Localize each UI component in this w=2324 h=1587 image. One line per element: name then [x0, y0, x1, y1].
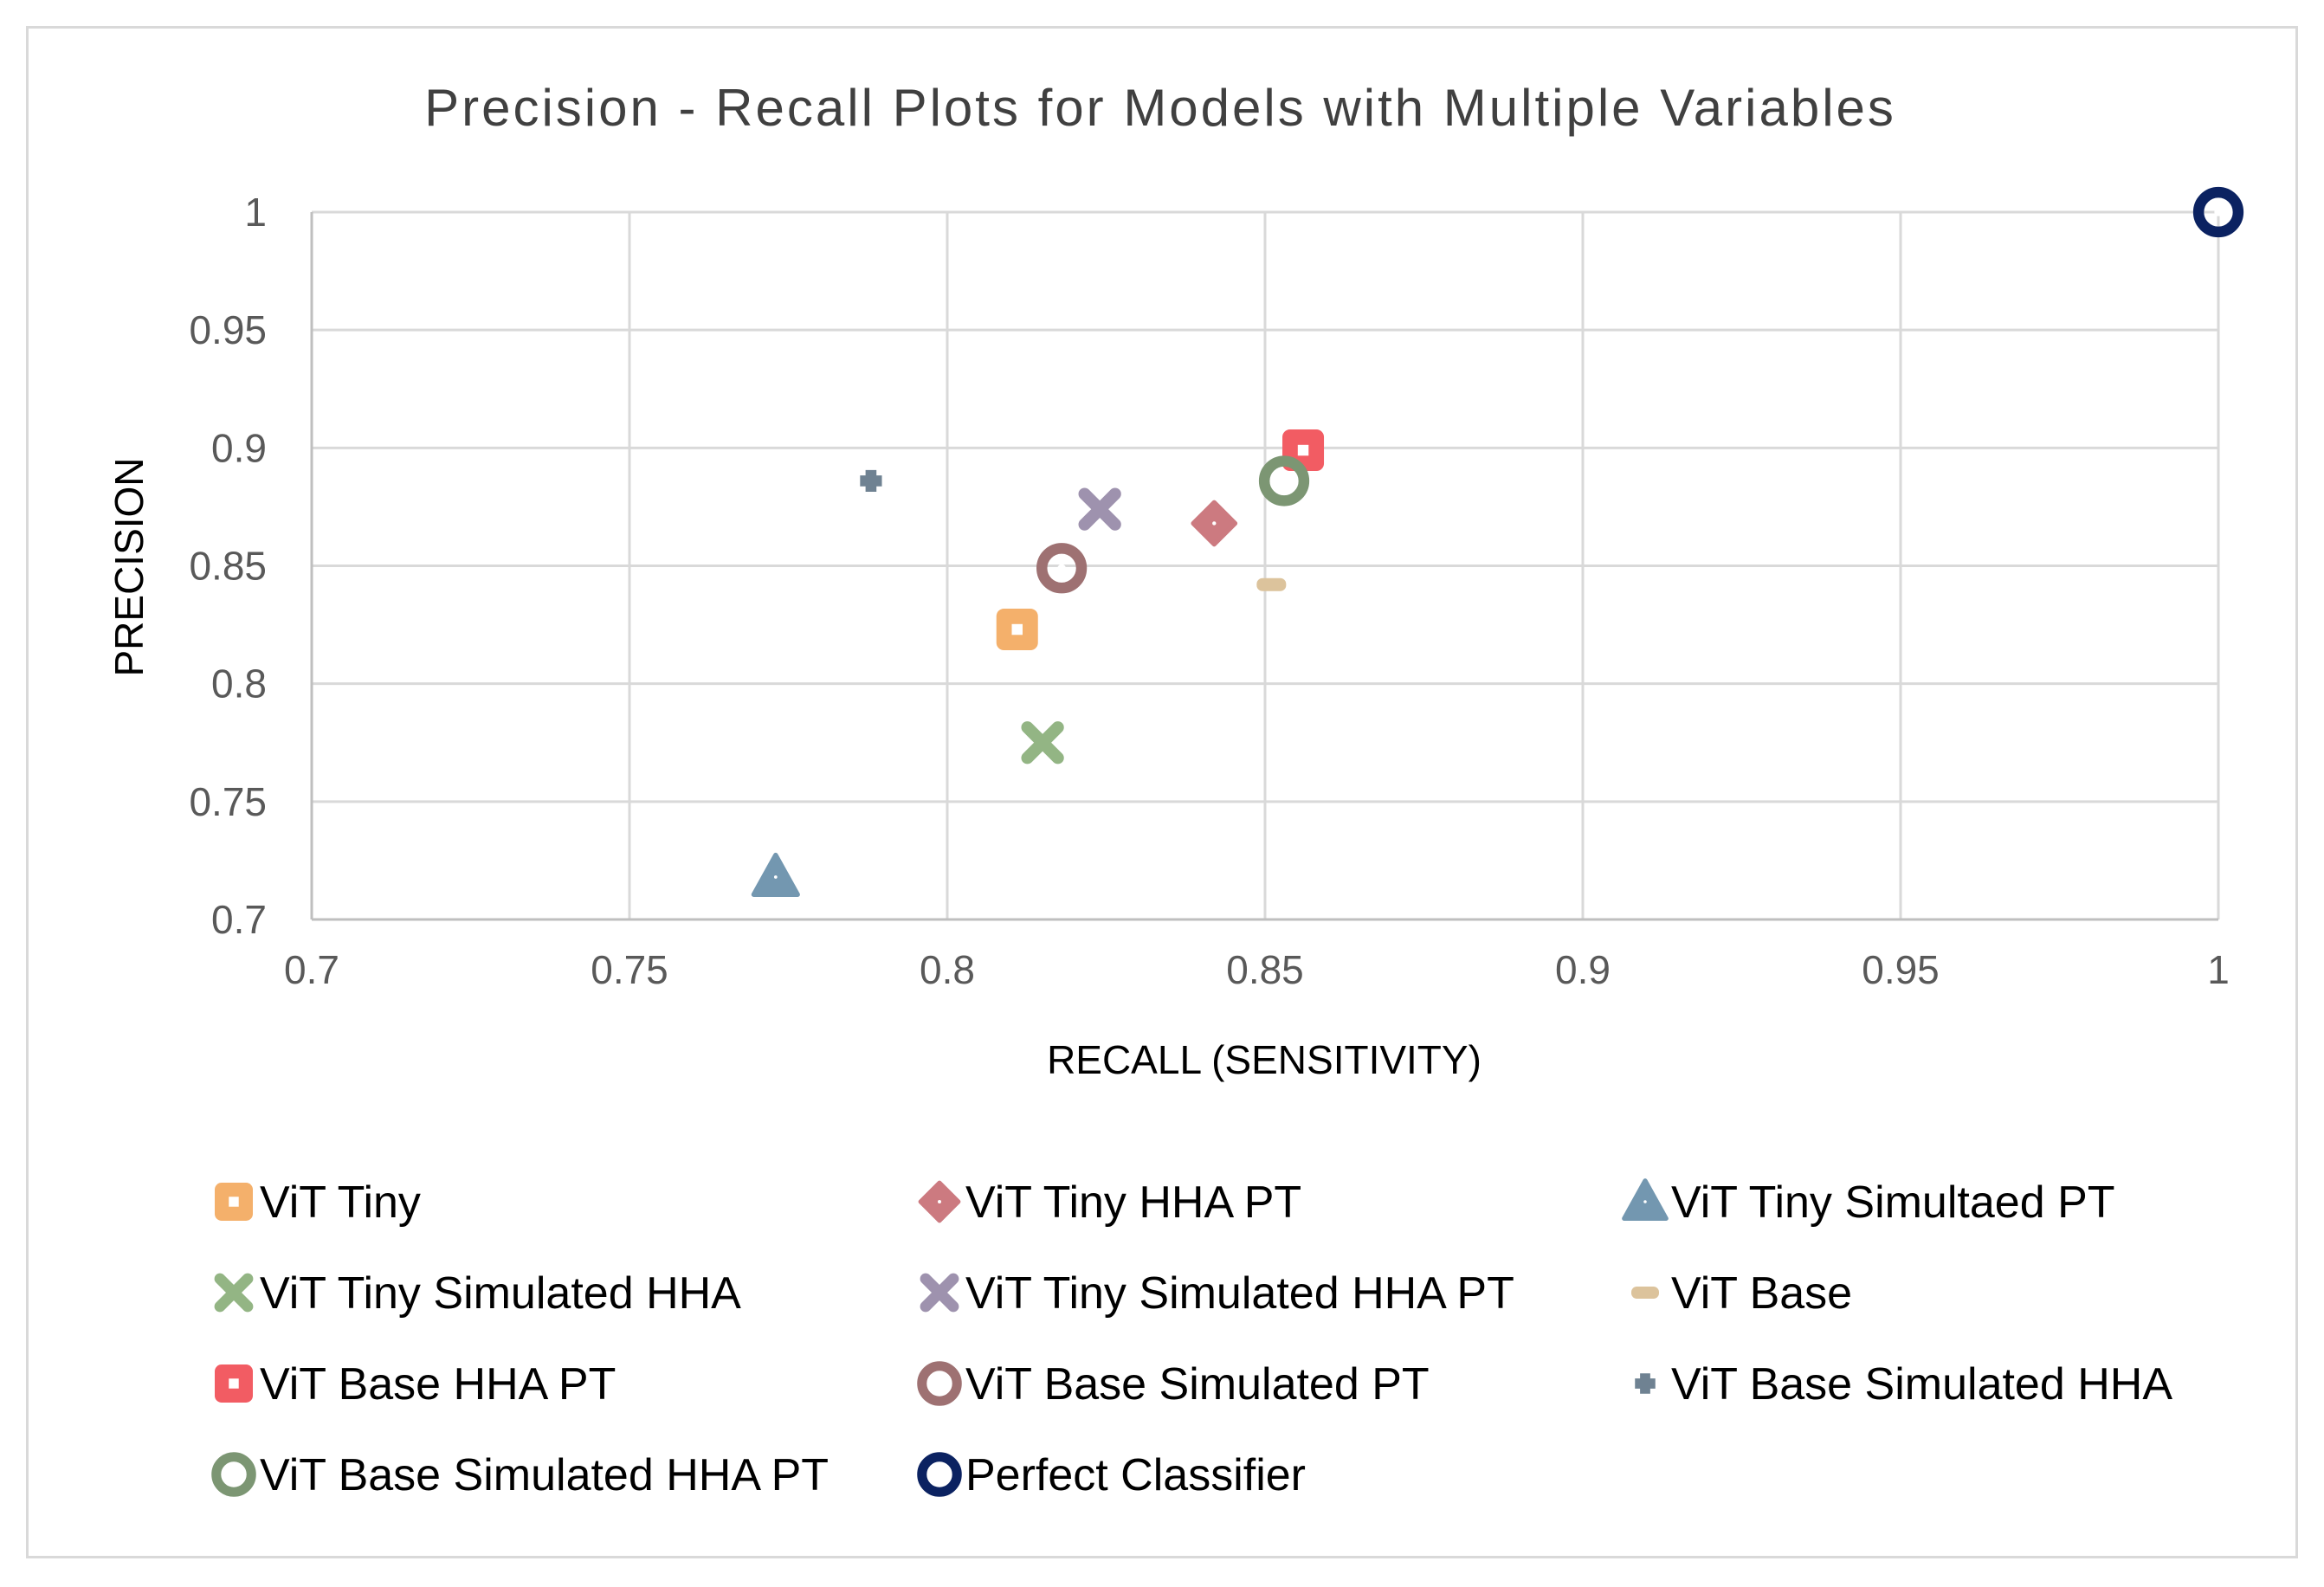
legend-label: ViT Base Simulated PT	[965, 1359, 1430, 1410]
legend-label: ViT Tiny Simulated HHA PT	[965, 1268, 1514, 1319]
legend-label: ViT Tiny Simultaed PT	[1671, 1177, 2115, 1228]
legend-marker	[215, 1183, 253, 1221]
legend: ViT Tiny ViT Tiny HHA PT ViT Tiny Simultae…	[211, 1177, 2172, 1500]
y-tick-label: 0.95	[189, 307, 267, 352]
legend-marker	[918, 1180, 961, 1223]
y-tick-label: 0.85	[189, 544, 267, 589]
legend-item: ViT Base	[1631, 1268, 1852, 1319]
legend-marker	[917, 1361, 962, 1406]
legend-label: ViT Base Simulated HHA	[1671, 1359, 2172, 1410]
legend-label: ViT Base	[1671, 1268, 1852, 1319]
legend-item: ViT Tiny Simulated HHA	[214, 1268, 741, 1319]
legend-marker	[214, 1273, 254, 1313]
data-points	[751, 186, 2244, 897]
y-tick-label: 0.7	[211, 897, 267, 942]
legend-marker	[917, 1452, 962, 1497]
y-tick-label: 0.75	[189, 779, 267, 824]
legend-item: Perfect Classifier	[917, 1450, 1306, 1500]
data-point	[1256, 577, 1287, 591]
data-point	[2192, 186, 2244, 238]
x-tick-label: 0.9	[1555, 947, 1611, 992]
data-point	[1191, 500, 1238, 547]
data-point	[1021, 721, 1064, 764]
data-point	[860, 469, 882, 493]
legend-marker	[1622, 1178, 1669, 1221]
legend-item: ViT Tiny Simulated HHA PT	[920, 1268, 1514, 1319]
x-tick-label: 1	[2207, 947, 2230, 992]
legend-marker	[211, 1452, 256, 1497]
legend-item: ViT Tiny Simultaed PT	[1622, 1177, 2115, 1228]
legend-label: Perfect Classifier	[965, 1450, 1306, 1500]
data-point	[996, 609, 1038, 651]
chart-title: Precision - Recall Plots for Models with…	[424, 79, 1896, 137]
x-tick-label: 0.7	[284, 947, 339, 992]
legend-item: ViT Base Simulated HHA	[1635, 1359, 2172, 1410]
data-point	[1258, 455, 1310, 506]
legend-label: ViT Tiny	[260, 1177, 421, 1228]
y-axis-title: PRECISION	[107, 457, 152, 676]
x-axis-title: RECALL (SENSITIVITY)	[1047, 1037, 1482, 1082]
y-tick-label: 1	[244, 190, 267, 235]
gridlines	[310, 210, 2220, 921]
chart-frame	[26, 26, 2298, 1558]
legend-item: ViT Base HHA PT	[215, 1359, 616, 1410]
legend-marker	[920, 1273, 959, 1313]
legend-item: ViT Base Simulated HHA PT	[211, 1450, 829, 1500]
y-tick-label: 0.8	[211, 661, 267, 706]
legend-item: ViT Tiny HHA PT	[918, 1177, 1301, 1228]
legend-label: ViT Base HHA PT	[260, 1359, 616, 1410]
x-tick-label: 0.95	[1862, 947, 1940, 992]
legend-marker	[215, 1364, 253, 1403]
data-point	[751, 852, 800, 897]
legend-marker	[1635, 1373, 1656, 1394]
legend-label: ViT Base Simulated HHA PT	[260, 1450, 829, 1500]
x-tick-label: 0.75	[591, 947, 668, 992]
legend-item: ViT Base Simulated PT	[917, 1359, 1430, 1410]
data-point	[1078, 487, 1121, 531]
y-tick-label: 0.9	[211, 425, 267, 470]
legend-item: ViT Tiny	[215, 1177, 421, 1228]
x-tick-label: 0.85	[1226, 947, 1304, 992]
x-tick-label: 0.8	[920, 947, 975, 992]
tick-labels: 0.7 0.75 0.8 0.85 0.9 0.95 1 0.7 0.75 0.8 0.85 0.9 0…	[189, 190, 2229, 992]
legend-label: ViT Tiny HHA PT	[965, 1177, 1301, 1228]
data-point	[1036, 543, 1088, 594]
legend-label: ViT Tiny Simulated HHA	[260, 1268, 741, 1319]
legend-marker	[1631, 1286, 1659, 1300]
